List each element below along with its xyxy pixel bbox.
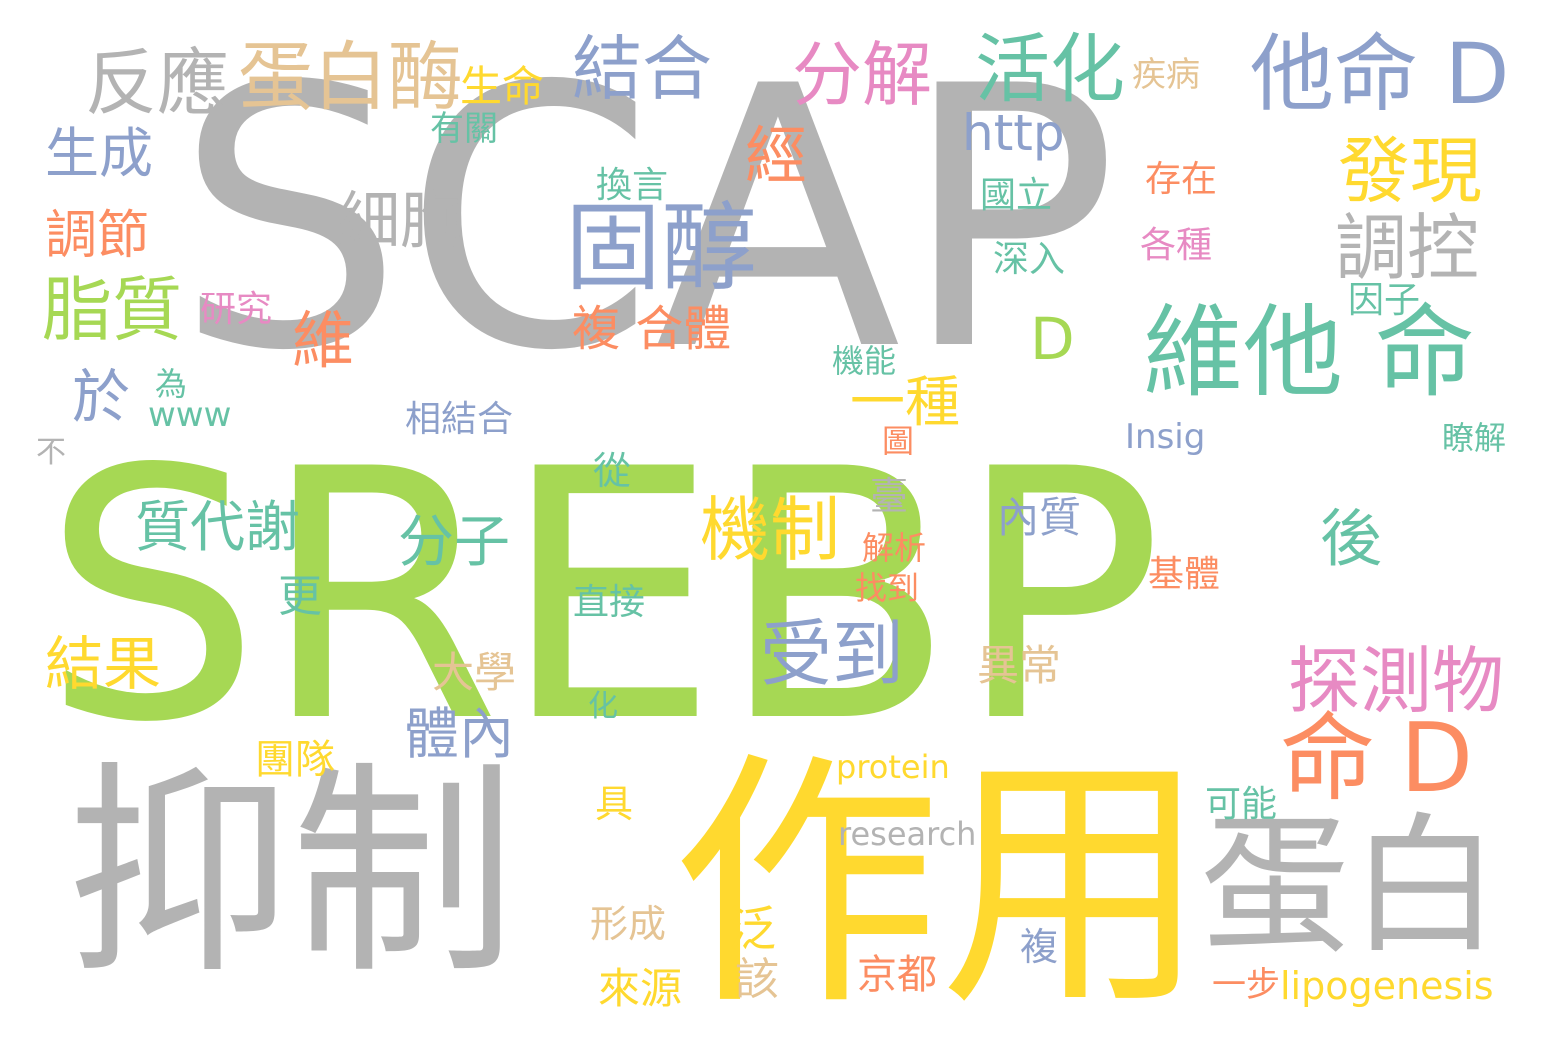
word-protein: protein [836, 748, 950, 786]
word-http: http [962, 104, 1065, 162]
word-weitaming: 維他 命 [1143, 294, 1475, 411]
word-guoli: 國立 [980, 175, 1053, 216]
word-jineng: 機能 [832, 342, 897, 380]
word-zhijie: 直接 [573, 582, 646, 623]
word-tinei: 體內 [404, 702, 515, 766]
word-fenzi: 分子 [398, 510, 510, 575]
word-gai: 該 [735, 954, 779, 1005]
word-jing: 經 [745, 119, 808, 192]
word-cong: 從 [593, 449, 632, 493]
word-d-green: D [1030, 305, 1075, 373]
word-shenru: 深入 [993, 239, 1066, 280]
word-scap: SCAP [175, 10, 1119, 429]
word-fanying: 反應 [85, 41, 230, 125]
word-taming-d: 他命 D [1250, 25, 1510, 123]
word-danbaimei: 蛋白酶 [238, 33, 464, 121]
word-guchun: 固醇 [565, 192, 757, 304]
word-zhidaixie: 質代謝 [135, 495, 301, 559]
word-jiehe: 結合 [572, 28, 712, 110]
word-hou: 後 [1320, 502, 1383, 575]
word-geng: 更 [278, 571, 322, 622]
word-ju: 具 [595, 782, 634, 826]
word-lipogenesis: lipogenesis [1280, 964, 1494, 1008]
word-insig: Insig [1125, 417, 1206, 457]
word-yibu: 一步 [1212, 965, 1280, 1005]
word-tuandui: 團隊 [255, 737, 335, 783]
word-xiangjiehe: 相結合 [405, 399, 514, 440]
word-huohua: 活化 [975, 25, 1126, 113]
word-daxue: 大學 [432, 648, 517, 697]
word-shengcheng: 生成 [45, 122, 153, 185]
word-fan: 泛 [728, 901, 777, 957]
word-yizhi: 抑制 [66, 743, 516, 1005]
word-jingdu: 京都 [857, 952, 937, 998]
word-srebp: SREBP [42, 397, 1164, 798]
word-tu: 圖 [882, 422, 915, 460]
word-www: www [148, 395, 232, 435]
word-danbai: 蛋白 [1200, 800, 1501, 974]
word-faxian: 發現 [1338, 129, 1483, 213]
word-hua: 化 [588, 689, 618, 724]
word-jiti: 基體 [1148, 554, 1221, 595]
word-fuheti: 複 合體 [572, 301, 732, 357]
word-research: research [838, 815, 977, 853]
word-youguan: 有關 [430, 109, 498, 149]
word-wei2: 為 [155, 365, 188, 403]
word-yanjiu: 研究 [200, 289, 273, 330]
word-xibao: 細胞 [338, 184, 463, 257]
word-yichang: 異常 [977, 641, 1062, 690]
word-ming: 命 [1280, 704, 1376, 814]
word-tiaokong: 調控 [1335, 206, 1480, 290]
word-keneng: 可能 [1205, 784, 1278, 825]
word-neizhi: 內質 [997, 493, 1082, 542]
word-yinzi: 因子 [1348, 280, 1421, 321]
word-liaojie: 瞭解 [1442, 419, 1507, 457]
word-jieguo: 結果 [45, 630, 162, 698]
word-fu: 複 [1020, 925, 1059, 969]
word-zhaodao: 找到 [855, 569, 920, 607]
word-zhizhi: 脂質 [42, 269, 182, 351]
word-huanyan: 換言 [596, 165, 669, 206]
word-jizhi: 機制 [700, 489, 840, 571]
word-laiyuan: 來源 [598, 964, 683, 1013]
word-tancewu: 探測物 [1288, 639, 1505, 723]
word-yizhong: 一種 [850, 370, 961, 434]
word-gezhong: 各種 [1140, 225, 1213, 266]
word-xingcheng: 形成 [590, 902, 667, 946]
word-yu: 於 [72, 363, 131, 431]
word-cunzai: 存在 [1145, 159, 1218, 200]
word-tiaojie: 調節 [45, 206, 150, 266]
word-wei: 維 [292, 304, 355, 377]
word-jibing: 疾病 [1132, 55, 1200, 95]
word-d-orange: D [1400, 704, 1474, 814]
word-bu: 不 [36, 435, 66, 470]
word-tai: 臺 [870, 474, 909, 518]
word-zuoyong: 作用 [672, 730, 1208, 1042]
word-fenjie: 分解 [792, 34, 932, 116]
word-shoudao: 受到 [760, 612, 905, 696]
word-jiexi: 解析 [862, 529, 927, 567]
word-shengming: 生命 [460, 62, 545, 111]
